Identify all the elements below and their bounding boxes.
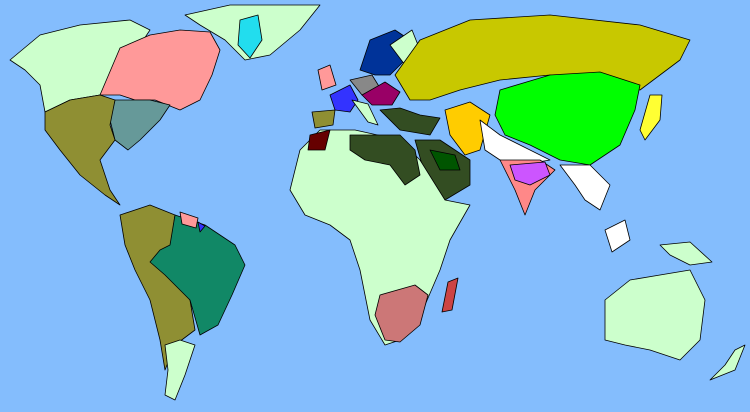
region-south-africa[interactable]	[374, 284, 429, 343]
region-oman[interactable]	[429, 149, 461, 171]
region-australia[interactable]	[604, 269, 706, 361]
region-iberia[interactable]	[311, 109, 336, 129]
region-new-zealand[interactable]	[709, 344, 746, 381]
region-brazil[interactable]	[149, 214, 246, 336]
region-french-guiana[interactable]	[197, 221, 206, 233]
region-new-guinea[interactable]	[659, 241, 713, 266]
region-north-africa-ottoman[interactable]	[349, 134, 421, 186]
region-southeast-asia[interactable]	[559, 164, 611, 211]
region-madagascar[interactable]	[441, 277, 459, 313]
region-austria[interactable]	[361, 81, 401, 106]
region-western-us-mexico[interactable]	[44, 94, 121, 206]
region-china[interactable]	[494, 71, 641, 166]
region-borneo[interactable]	[604, 219, 631, 253]
region-italy[interactable]	[351, 99, 379, 126]
region-argentina-south[interactable]	[164, 339, 196, 401]
region-british-canada[interactable]	[99, 29, 221, 111]
region-united-states[interactable]	[109, 99, 171, 151]
region-balkans-turkey[interactable]	[379, 107, 441, 136]
region-india-purple[interactable]	[509, 161, 551, 186]
region-britain[interactable]	[317, 64, 337, 91]
region-persia[interactable]	[444, 101, 491, 156]
region-france[interactable]	[329, 84, 359, 113]
region-greenland-east[interactable]	[237, 14, 263, 59]
region-guiana[interactable]	[179, 211, 199, 229]
region-morocco[interactable]	[307, 129, 331, 151]
region-japan[interactable]	[639, 94, 663, 141]
